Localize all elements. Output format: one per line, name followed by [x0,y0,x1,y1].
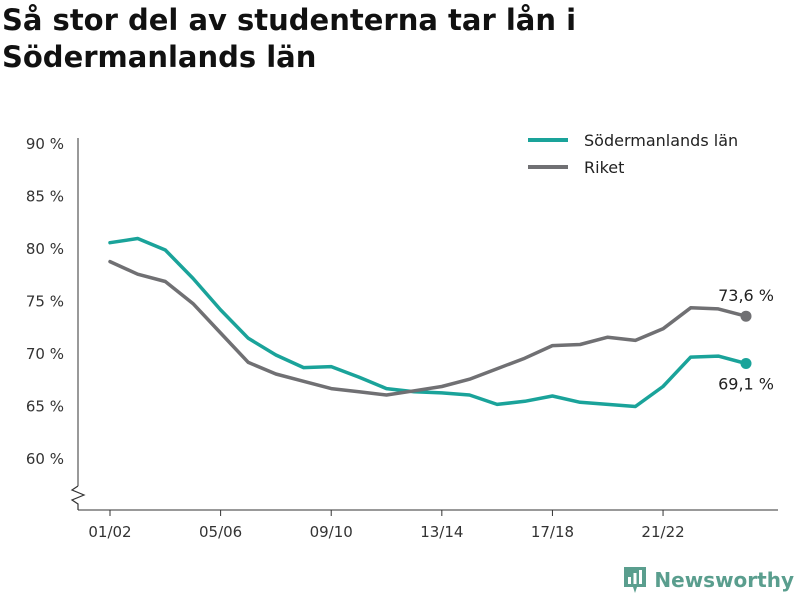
y-tick-label: 65 % [26,398,64,416]
x-tick-label: 09/10 [310,523,353,541]
x-tick-label: 21/22 [641,523,684,541]
x-axis: 01/02 05/06 09/10 13/14 17/18 21/22 [78,509,778,541]
end-point-1 [740,310,752,322]
brand-name: Newsworthy [654,568,794,592]
y-tick-label: 70 % [26,345,64,363]
y-axis: 60 % 65 % 70 % 75 % 80 % 85 % 90 % [26,135,86,510]
brand: Newsworthy [622,565,794,595]
end-markers: 69,1 % 73,6 % [718,286,774,393]
x-tick-label: 05/06 [199,523,242,541]
y-tick-label: 80 % [26,240,64,258]
end-label-1: 73,6 % [718,286,774,305]
x-tick-label: 13/14 [420,523,463,541]
x-tick-label: 01/02 [88,523,131,541]
legend-label-1: Riket [584,158,624,177]
y-tick-label: 60 % [26,450,64,468]
series-line-0 [108,236,748,409]
legend-label-0: Södermanlands län [584,131,738,150]
y-tick-label: 75 % [26,293,64,311]
legend: Södermanlands län Riket [528,131,738,177]
y-tick-label: 90 % [26,135,64,153]
series-line-1 [108,259,748,397]
x-tick-label: 17/18 [531,523,574,541]
series-lines [108,236,748,409]
end-label-0: 69,1 % [718,374,774,393]
end-point-0 [740,357,752,369]
chart-title: Så stor del av studenterna tar lån i Söd… [2,3,577,74]
axis-break-mark [70,485,86,510]
newsworthy-logo-icon [624,567,647,593]
y-tick-label: 85 % [26,188,64,206]
